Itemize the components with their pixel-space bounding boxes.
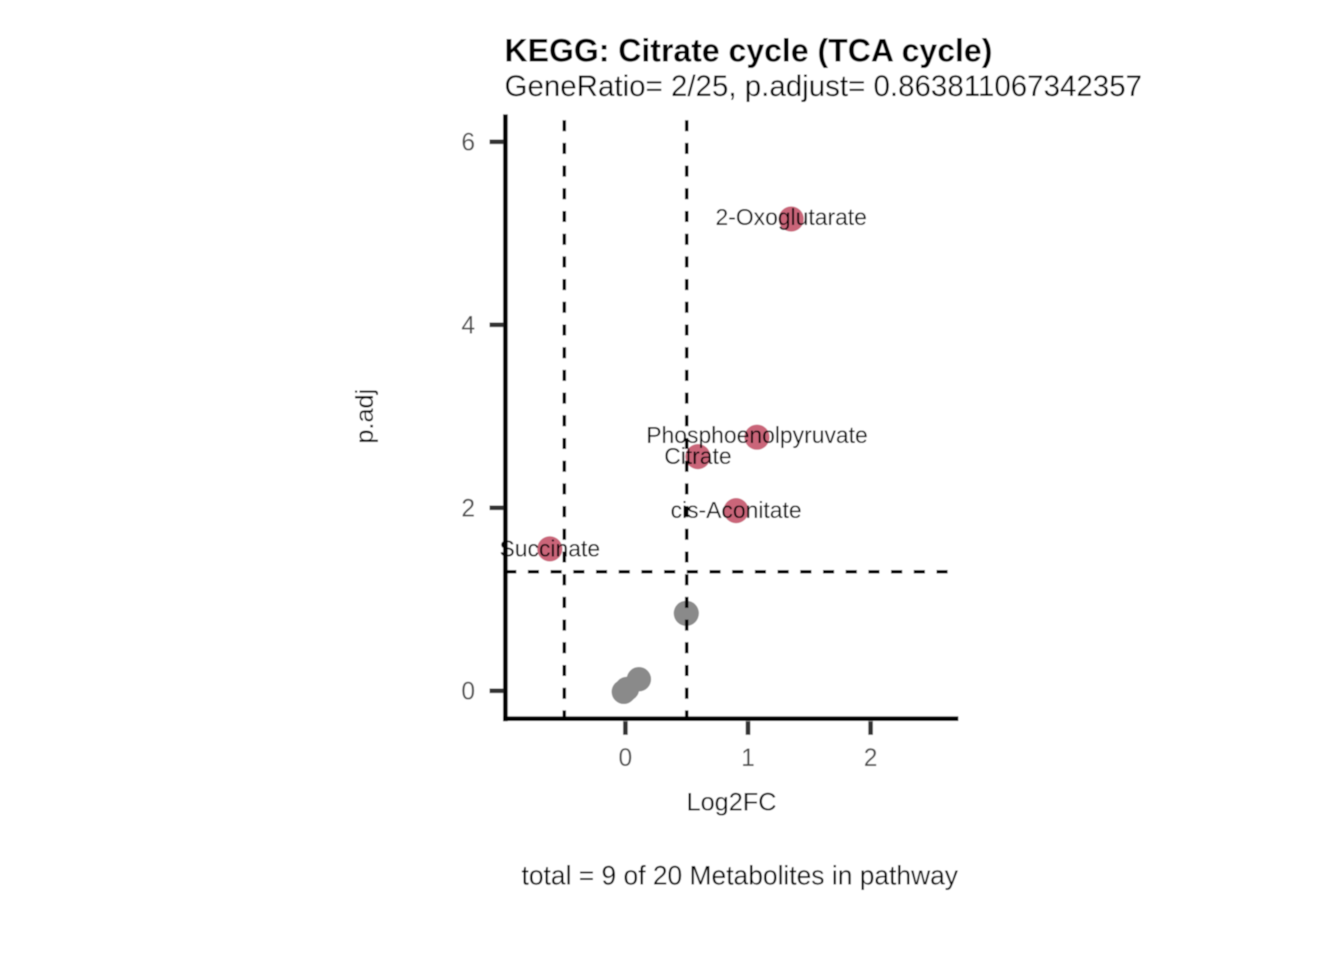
svg-text:GeneRatio= 2/25, p.adjust= 0.8: GeneRatio= 2/25, p.adjust= 0.86381106734…	[505, 70, 1143, 103]
svg-text:p.adj: p.adj	[351, 389, 379, 444]
svg-text:0: 0	[619, 745, 633, 772]
svg-text:4: 4	[461, 313, 475, 340]
svg-text:2-Oxoglutarate: 2-Oxoglutarate	[715, 204, 866, 230]
svg-text:KEGG: Citrate cycle (TCA cycle: KEGG: Citrate cycle (TCA cycle)	[505, 33, 993, 69]
svg-text:Log2FC: Log2FC	[687, 789, 777, 817]
svg-text:6: 6	[461, 130, 475, 157]
svg-text:Succinate: Succinate	[500, 535, 601, 561]
svg-text:2: 2	[461, 496, 475, 523]
svg-text:1: 1	[741, 745, 755, 772]
svg-text:cis-Aconitate: cis-Aconitate	[671, 497, 802, 523]
svg-text:Citrate: Citrate	[664, 443, 731, 469]
svg-text:total = 9 of 20 Metabolites in: total = 9 of 20 Metabolites in pathway	[522, 861, 959, 891]
svg-text:0: 0	[461, 679, 475, 706]
svg-text:Phosphoenolpyruvate: Phosphoenolpyruvate	[646, 422, 867, 448]
svg-text:2: 2	[864, 745, 878, 772]
